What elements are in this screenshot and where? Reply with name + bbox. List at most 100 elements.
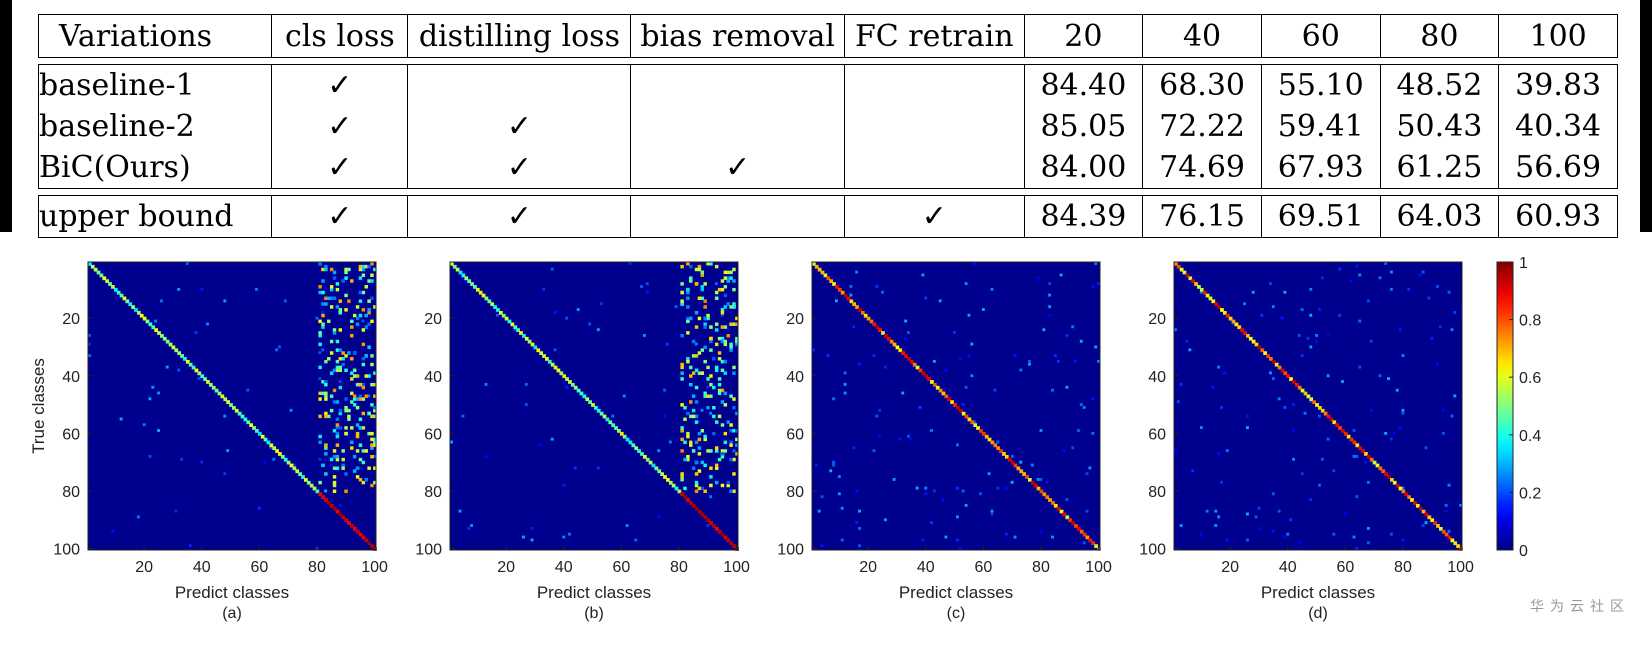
diagonal-cell	[921, 371, 926, 376]
matrix-cell	[1358, 319, 1362, 323]
matrix-cell	[1286, 532, 1290, 536]
matrix-cell	[484, 382, 488, 386]
matrix-cell	[717, 414, 722, 419]
row-name: BiC(Ours)	[37, 147, 273, 189]
matrix-cell	[373, 466, 377, 470]
diagonal-cell	[214, 388, 219, 393]
matrix-cell	[666, 342, 669, 346]
panel-caption: (a)	[222, 605, 242, 622]
diagonal-cell	[1185, 273, 1190, 278]
diagonal-cell	[1395, 483, 1400, 488]
colorbar-tick-label: 0.8	[1519, 313, 1541, 330]
diagonal-cell	[484, 296, 489, 301]
matrix-cell	[361, 267, 366, 272]
matrix-cell	[370, 354, 374, 358]
diagonal-cell	[1453, 541, 1458, 546]
diagonal-cell	[473, 285, 477, 289]
diagonal-cell	[338, 512, 343, 517]
diagonal-cell	[1004, 454, 1009, 459]
matrix-cell	[686, 316, 690, 321]
matrix-cell	[729, 345, 733, 349]
diagonal-cell	[1188, 276, 1193, 281]
matrix-cell	[709, 374, 713, 378]
matrix-cell	[562, 483, 566, 487]
matrix-cell	[88, 342, 91, 346]
matrix-cell	[990, 509, 994, 513]
matrix-cell	[720, 454, 725, 459]
matrix-cell	[729, 440, 733, 445]
value-cell: 55.10	[1260, 64, 1381, 106]
x-tick-label: 40	[917, 559, 935, 576]
diagonal-cell	[1254, 342, 1259, 347]
matrix-cell	[341, 449, 345, 453]
matrix-cell	[327, 357, 331, 361]
matrix-cell	[269, 446, 273, 450]
check-cell: ✓	[271, 64, 409, 106]
diagonal-cell	[1436, 524, 1440, 528]
matrix-cell	[840, 538, 844, 542]
matrix-cell	[1231, 322, 1235, 326]
matrix-cell	[332, 480, 337, 485]
matrix-cell	[812, 348, 815, 352]
diagonal-cell	[628, 440, 633, 445]
matrix-cell	[1352, 535, 1356, 539]
matrix-cell	[720, 483, 725, 488]
matrix-cell	[1179, 382, 1183, 386]
diagonal-cell	[895, 345, 900, 350]
matrix-cell	[714, 365, 719, 370]
diagonal-cell	[1398, 486, 1403, 491]
matrix-cell	[358, 290, 363, 295]
diagonal-cell	[576, 388, 581, 393]
value-cell: 74.69	[1142, 147, 1262, 189]
matrix-cell	[1269, 371, 1272, 375]
matrix-cell	[1048, 282, 1052, 286]
matrix-cell	[686, 287, 690, 292]
matrix-cell	[691, 371, 696, 375]
matrix-cell	[956, 486, 959, 490]
matrix-cell	[292, 463, 296, 467]
diagonal-cell	[1007, 457, 1012, 462]
diagonal-cell	[355, 529, 360, 534]
matrix-cell	[694, 267, 699, 272]
matrix-cell	[361, 426, 366, 430]
matrix-cell	[944, 535, 948, 539]
matrix-cell	[956, 443, 959, 447]
check-cell	[630, 64, 845, 106]
value-cell: 61.25	[1379, 147, 1500, 189]
matrix-cell	[973, 262, 977, 265]
y-tick-label: 20	[1148, 311, 1166, 328]
matrix-cell	[344, 431, 348, 436]
matrix-cell	[370, 319, 374, 324]
diagonal-cell	[102, 276, 107, 281]
matrix-cell	[1048, 305, 1052, 309]
matrix-cell	[373, 440, 377, 445]
matrix-cell	[358, 457, 363, 462]
matrix-cell	[1059, 273, 1063, 277]
matrix-cell	[568, 532, 571, 536]
matrix-cell	[706, 365, 710, 370]
diagonal-cell	[197, 371, 202, 376]
matrix-cell	[347, 408, 351, 413]
matrix-cell	[458, 509, 462, 513]
matrix-cell	[355, 322, 360, 326]
diagonal-cell	[1176, 264, 1181, 269]
matrix-cell	[1205, 509, 1209, 513]
diagonal-cell	[562, 374, 567, 379]
diagonal-cell	[1352, 440, 1357, 445]
diagonal-cell	[90, 264, 95, 269]
diagonal-cell	[1019, 469, 1024, 474]
matrix-cell	[697, 420, 701, 424]
diagonal-cell	[1404, 492, 1409, 497]
y-tick-label: 20	[62, 311, 80, 328]
diagonal-cell	[318, 492, 323, 497]
y-tick-label: 100	[415, 542, 442, 559]
matrix-cell	[732, 429, 736, 433]
colorbar-tick-label: 0	[1519, 543, 1528, 560]
matrix-cell	[324, 359, 328, 364]
matrix-cell	[970, 342, 974, 346]
diagonal-cell	[1237, 325, 1242, 330]
value-cell: 67.93	[1260, 147, 1381, 189]
diagonal-cell	[837, 287, 842, 292]
matrix-cell	[720, 279, 725, 283]
diagonal-cell	[1329, 417, 1334, 422]
